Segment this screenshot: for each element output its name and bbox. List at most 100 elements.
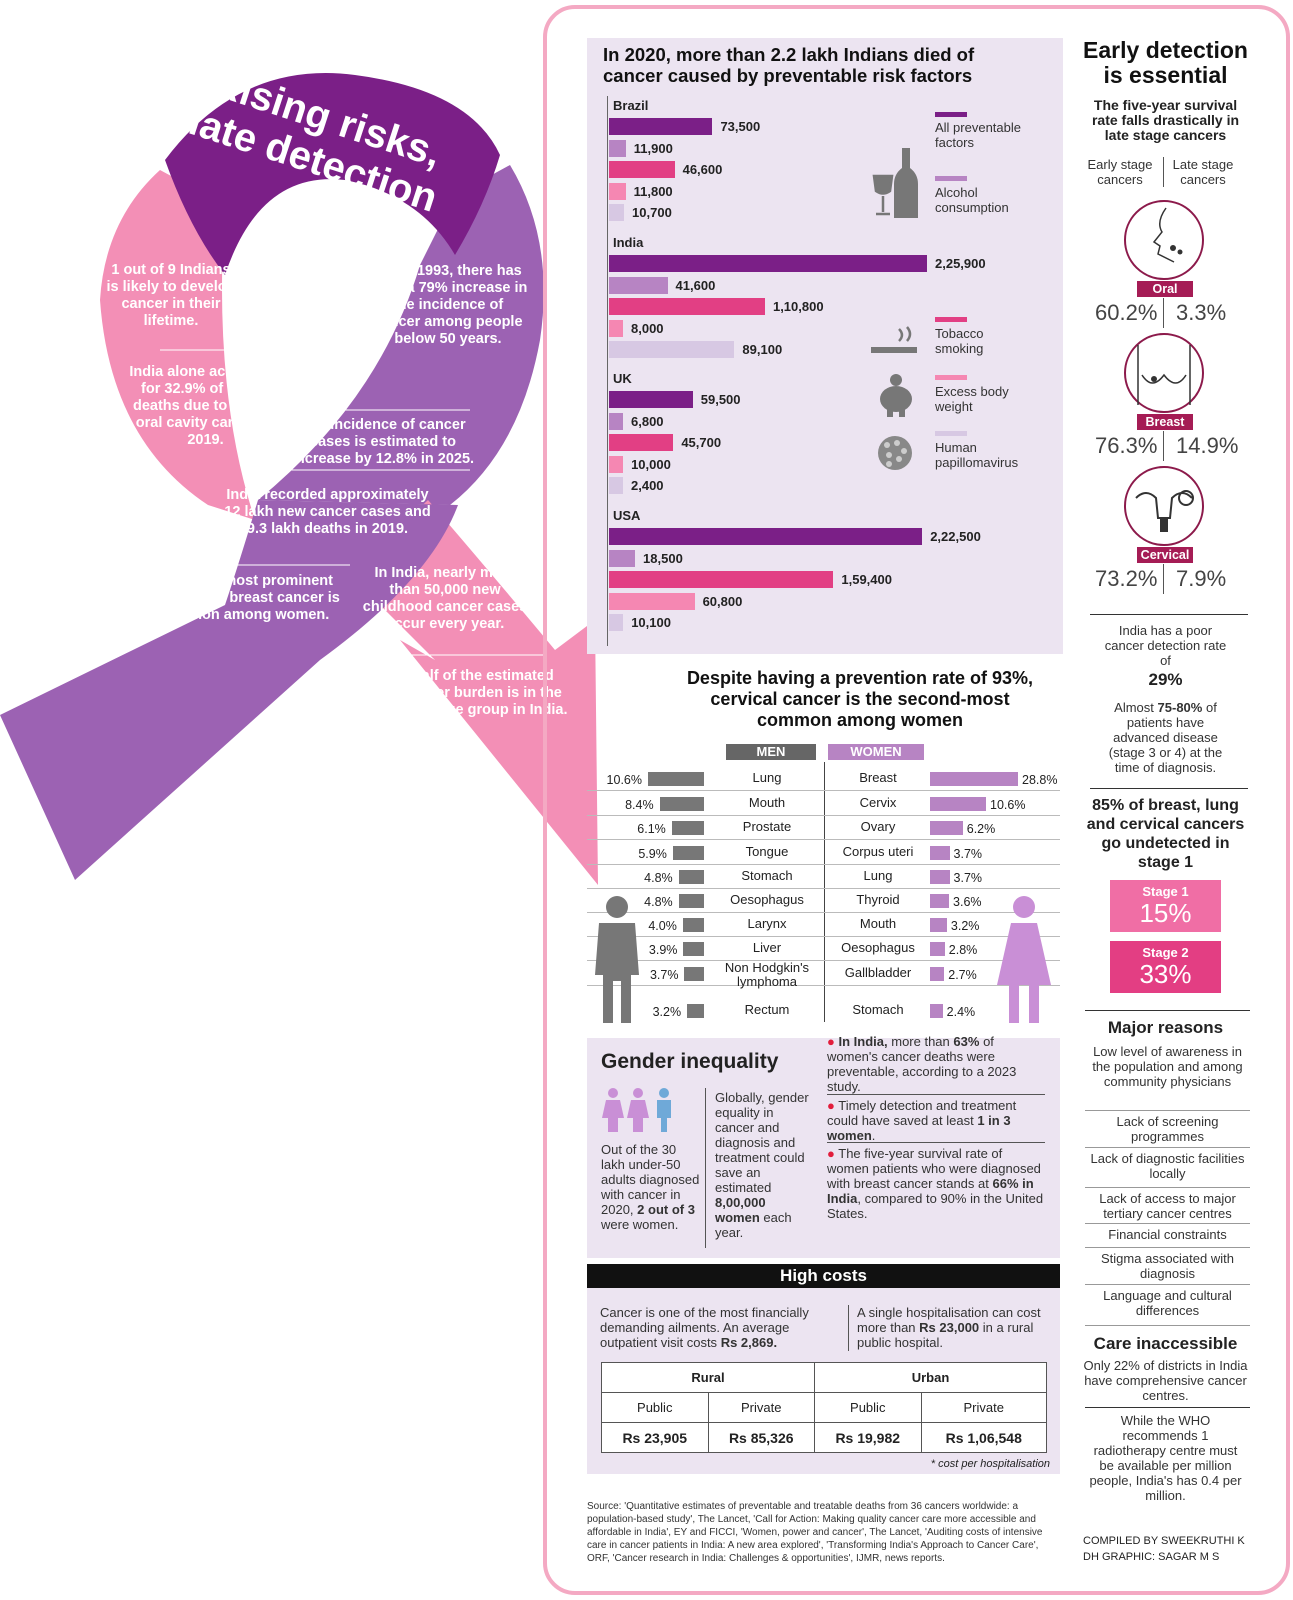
women-bar	[930, 894, 950, 908]
reason-item: Lack of diagnostic facilities locally	[1090, 1151, 1245, 1181]
preventable-deaths-chart: In 2020, more than 2.2 lakh Indians died…	[587, 38, 1063, 654]
chart-axis	[607, 96, 608, 646]
bar-uk-3	[609, 455, 624, 473]
gender-mid-post: each year.	[715, 1210, 792, 1240]
costs-right-post: in a rural public hospital.	[857, 1320, 1034, 1350]
divider	[848, 1305, 849, 1351]
gender-left-bold: 2 out of 3	[637, 1202, 695, 1217]
row-divider	[587, 888, 1060, 889]
women-value: 10.6%	[990, 798, 1026, 812]
men-cancer-name: Prostate	[742, 819, 792, 834]
men-cancer-name: Stomach	[741, 868, 793, 883]
legend-alcohol: Alcohol consumption	[935, 185, 1009, 215]
bar-usa-1	[609, 549, 636, 567]
bar-uk-0	[609, 391, 693, 408]
gender-mid-text: Globally, gender equality in cancer and …	[715, 1090, 810, 1240]
stage2-box: Stage 2 33%	[1110, 941, 1221, 993]
gender-mid-pre: Globally, gender equality in cancer and …	[715, 1090, 809, 1195]
breast-divider	[1163, 431, 1164, 461]
costs-right-pre: A single hospitalisation can cost more t…	[857, 1305, 1041, 1335]
costs-right-bold: Rs 23,000	[919, 1320, 980, 1335]
women-cancer-name: Lung	[863, 868, 893, 883]
early-stage-header: Early stage cancers	[1087, 157, 1153, 187]
women-cancer-name: Cervix	[859, 795, 897, 810]
cost-note: * cost per hospitalisation	[930, 1458, 1050, 1470]
undetected-heading: 85% of breast, lung and cervical cancers…	[1086, 797, 1245, 871]
early-detection-subtitle: The five-year survival rate falls drasti…	[1091, 97, 1240, 143]
body-weight-icon	[880, 374, 912, 417]
reason-item: Language and cultural differences	[1103, 1288, 1232, 1318]
urban-header: Urban	[814, 1362, 1047, 1393]
men-bar	[672, 846, 704, 860]
bar-value-uk-0: 59,500	[700, 392, 741, 407]
oral-label: Oral	[1137, 281, 1193, 297]
bar-value-usa-0: 2,22,500	[930, 529, 981, 544]
gender-left-pre: Out of the 30 lakh under-50 adults diagn…	[601, 1142, 700, 1217]
oral-organ-badge	[1124, 200, 1204, 280]
bar-value-india-2: 1,10,800	[772, 299, 824, 314]
row-divider	[587, 839, 1060, 840]
legend-hpv: Human papillomavirus	[935, 440, 1019, 470]
fact-oral-cancer-deaths: India alone accounted for 32.9% of globa…	[129, 364, 282, 448]
reason-divider	[1085, 1223, 1250, 1224]
bar-india-2	[609, 298, 765, 315]
women-cancer-name: Oesophagus	[841, 940, 915, 955]
women-cancer-name: Thyroid	[856, 892, 900, 907]
breast-icon	[1137, 345, 1191, 405]
bar-uk-4	[609, 477, 623, 494]
high-costs-title: High costs	[587, 1264, 1060, 1288]
b3-post: , compared to 90% in the United States.	[827, 1191, 1044, 1221]
row-divider	[587, 960, 1060, 961]
men-bar	[678, 870, 704, 884]
fact-2025-estimate: The incidence of cancer cases is estimat…	[291, 417, 475, 467]
reason-divider	[1085, 1325, 1250, 1326]
early-detection-title: Early detection is essential	[1083, 37, 1248, 88]
advanced-disease-text: Almost 75-80% of patients have advanced …	[1073, 700, 1258, 775]
urban-public-cost: Rs 19,982	[814, 1422, 922, 1453]
legend-tobacco: Tobacco smoking	[935, 326, 984, 356]
men-cancer-name: Oesophagus	[730, 892, 804, 907]
bar-value-brazil-4: 10,700	[632, 205, 672, 220]
women-bar	[930, 797, 986, 811]
divider	[1090, 788, 1248, 789]
men-header: MEN	[726, 744, 816, 760]
men-bar	[671, 821, 704, 835]
bar-value-brazil-0: 73,500	[720, 119, 761, 134]
bar-uk-2	[609, 434, 674, 451]
gender-left-text: Out of the 30 lakh under-50 adults diagn…	[601, 1142, 701, 1232]
reason-item: Low level of awareness in the population…	[1092, 1044, 1243, 1089]
bar-value-usa-1: 18,500	[643, 550, 683, 566]
men-cancer-name: Non Hodgkin's lymphoma	[724, 960, 810, 989]
credit-graphic: DH GRAPHIC: SAGAR M S	[1083, 1551, 1220, 1563]
women-bar	[930, 821, 963, 835]
rural-private-header: Private	[707, 1392, 815, 1423]
rural-header: Rural	[601, 1362, 815, 1393]
men-cancer-name: Liver	[752, 940, 782, 955]
reason-divider	[1085, 1284, 1250, 1285]
hospitalisation-cost-table: Rural Urban Public Private Public Private Rs…	[601, 1362, 1047, 1453]
reason-divider	[1085, 1187, 1250, 1188]
women-value: 2.8%	[948, 943, 978, 957]
breast-organ-badge	[1124, 333, 1204, 413]
bar-brazil-3	[609, 182, 626, 200]
men-cancer-name: Larynx	[747, 916, 787, 931]
bar-value-india-1: 41,600	[675, 277, 716, 293]
awareness-ribbon-graphic	[0, 73, 598, 885]
reason-item: Financial constraints	[1108, 1227, 1227, 1242]
bar-brazil-1	[609, 139, 626, 157]
bar-value-usa-3: 60,800	[702, 593, 743, 609]
men-cancer-name: Mouth	[748, 795, 786, 810]
bar-value-uk-3: 10,000	[631, 456, 671, 472]
costs-left-pre: Cancer is one of the most financially de…	[600, 1305, 809, 1350]
woman-icon	[997, 896, 1051, 1023]
men-value: 4.0%	[648, 919, 677, 933]
bar-value-uk-1: 6,800	[631, 413, 664, 429]
bar-usa-3	[609, 592, 695, 610]
infographic-frame	[543, 5, 1290, 1595]
men-value: 3.7%	[649, 968, 679, 982]
bar-india-3	[609, 319, 623, 337]
costs-right-text: A single hospitalisation can cost more t…	[857, 1305, 1047, 1350]
gender-inequality-panel: Gender inequality Out of the 30 lakh und…	[587, 1034, 1060, 1258]
urban-private-cost: Rs 1,06,548	[920, 1422, 1047, 1453]
rural-public-cost: Rs 23,905	[601, 1422, 709, 1453]
